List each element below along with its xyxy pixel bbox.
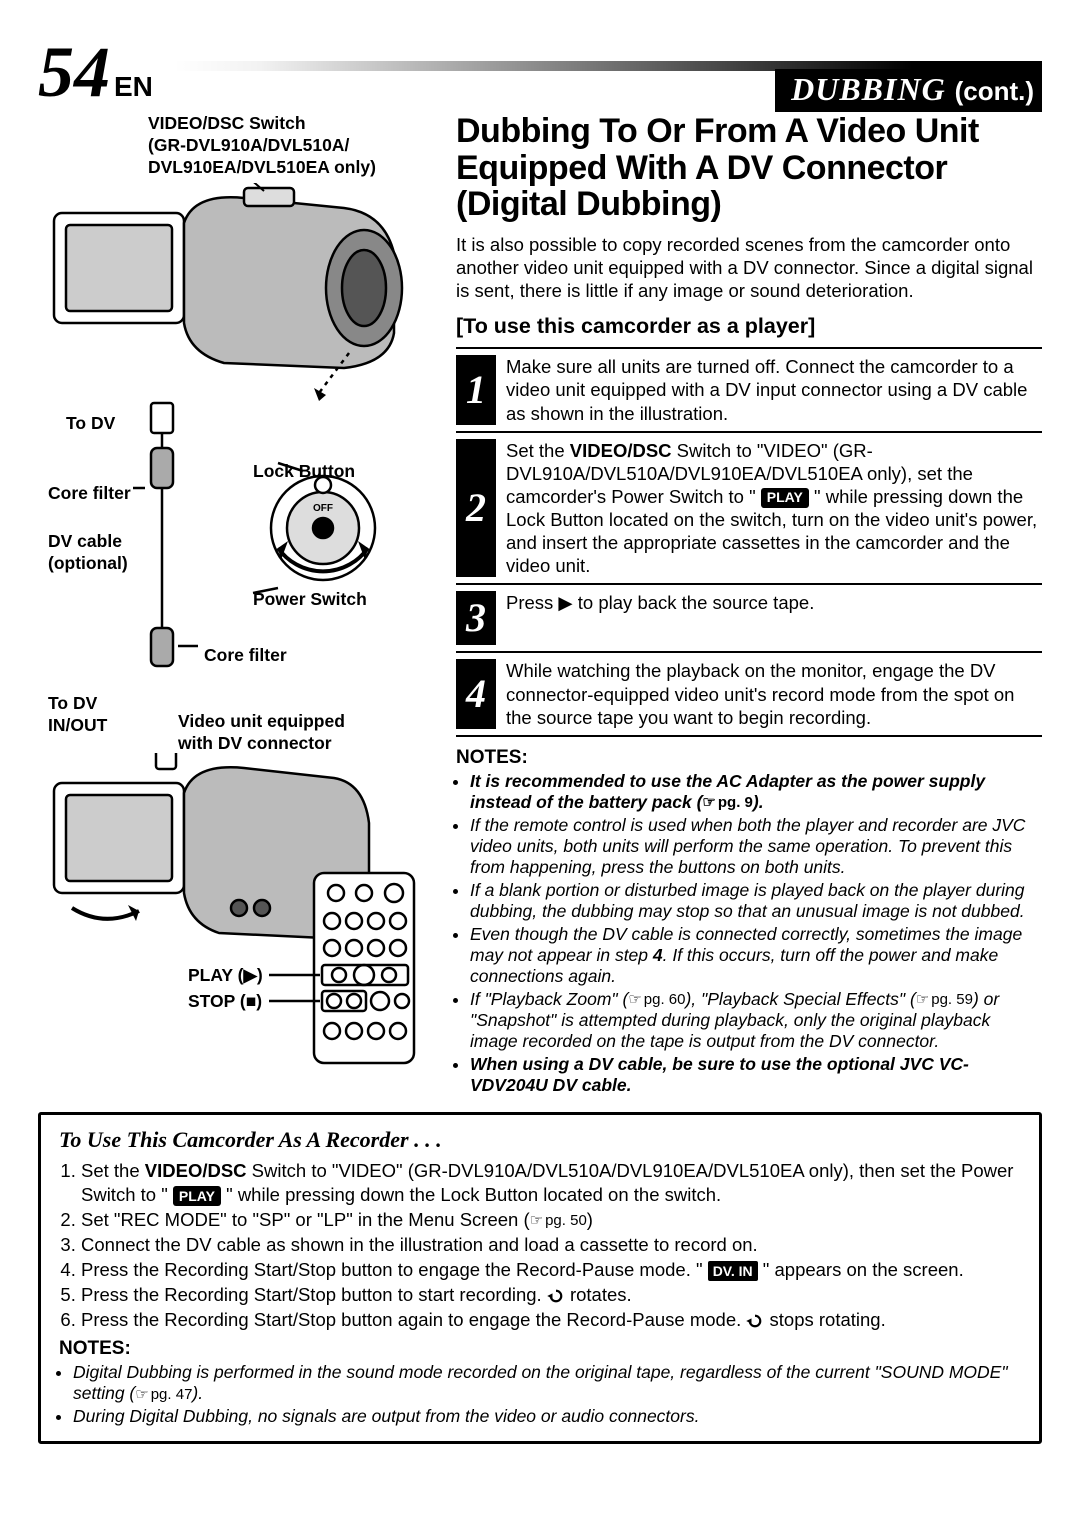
step-number: 3 (456, 591, 496, 645)
notes-list: It is recommended to use the AC Adapter … (456, 771, 1042, 1096)
step-text: While watching the playback on the monit… (506, 659, 1042, 728)
recorder-notes-list: Digital Dubbing is performed in the soun… (59, 1362, 1021, 1427)
section-title-text: DUBBING (791, 71, 946, 107)
step: 1Make sure all units are turned off. Con… (456, 347, 1042, 432)
sub-heading: [To use this camcorder as a player] (456, 314, 1042, 339)
section-header: DUBBING (cont.) (173, 61, 1042, 105)
step-number: 2 (456, 439, 496, 578)
note-item: It is recommended to use the AC Adapter … (470, 771, 1042, 813)
recorder-heading: To Use This Camcorder As A Recorder . . … (59, 1127, 1021, 1153)
recorder-step: Set "REC MODE" to "SP" or "LP" in the Me… (81, 1208, 1021, 1232)
recorder-step: Press the Recording Start/Stop button ag… (81, 1308, 1021, 1332)
step-number: 4 (456, 659, 496, 728)
label-play: PLAY (▶) (188, 965, 263, 987)
note-item: Even though the DV cable is connected co… (470, 924, 1042, 987)
recorder-step: Connect the DV cable as shown in the ill… (81, 1233, 1021, 1257)
note-item: If a blank portion or disturbed image is… (470, 880, 1042, 922)
section-cont: (cont.) (955, 76, 1034, 106)
recorder-steps: Set the VIDEO/DSC Switch to "VIDEO" (GR-… (59, 1159, 1021, 1332)
recorder-box: To Use This Camcorder As A Recorder . . … (38, 1112, 1042, 1444)
camcorder-bottom-illustration: T W (44, 753, 434, 1083)
recorder-notes-heading: NOTES: (59, 1338, 1021, 1360)
page-number-value: 54 (38, 32, 110, 112)
step: 2Set the VIDEO/DSC Switch to "VIDEO" (GR… (456, 433, 1042, 586)
step-text: Make sure all units are turned off. Conn… (506, 355, 1042, 424)
section-title: DUBBING (cont.) (775, 69, 1042, 112)
label-core-filter: Core filter (48, 483, 131, 505)
label-dv-cable: DV cable (optional) (48, 531, 128, 575)
note-item: If "Playback Zoom" (pg. 60), "Playback S… (470, 989, 1042, 1052)
page-number: 54EN (38, 40, 153, 105)
svg-text:OFF: OFF (313, 503, 333, 514)
recorder-step: Press the Recording Start/Stop button to… (81, 1283, 1021, 1307)
note-item: If the remote control is used when both … (470, 815, 1042, 878)
step-text: Press ▶ to play back the source tape. (506, 591, 814, 645)
recorder-step: Set the VIDEO/DSC Switch to "VIDEO" (GR-… (81, 1159, 1021, 1207)
label-video-unit: Video unit equipped with DV connector (178, 711, 345, 755)
label-to-dv-inout: To DV IN/OUT (48, 693, 107, 737)
cable-dial-illustration: OFF (133, 393, 413, 673)
intro-paragraph: It is also possible to copy recorded sce… (456, 233, 1042, 302)
step: 3Press ▶ to play back the source tape. (456, 585, 1042, 653)
notes-heading: NOTES: (456, 747, 1042, 769)
connection-diagram: VIDEO/DSC Switch (GR-DVL910A/DVL510A/ DV… (38, 113, 438, 1093)
label-stop: STOP (■) (188, 991, 262, 1013)
page-lang: EN (114, 71, 153, 102)
camcorder-top-illustration (44, 183, 434, 403)
label-video-dsc-switch: VIDEO/DSC Switch (GR-DVL910A/DVL510A/ DV… (148, 113, 376, 179)
label-to-dv: To DV (66, 413, 115, 435)
note-item: When using a DV cable, be sure to use th… (470, 1054, 1042, 1096)
step-text: Set the VIDEO/DSC Switch to "VIDEO" (GR-… (506, 439, 1042, 578)
step: 4While watching the playback on the moni… (456, 653, 1042, 736)
recorder-step: Press the Recording Start/Stop button to… (81, 1258, 1021, 1282)
main-heading: Dubbing To Or From A Video Unit Equipped… (456, 113, 1042, 223)
step-number: 1 (456, 355, 496, 424)
player-steps: 1Make sure all units are turned off. Con… (456, 347, 1042, 737)
recorder-note: Digital Dubbing is performed in the soun… (73, 1362, 1021, 1404)
recorder-note: During Digital Dubbing, no signals are o… (73, 1406, 1021, 1427)
